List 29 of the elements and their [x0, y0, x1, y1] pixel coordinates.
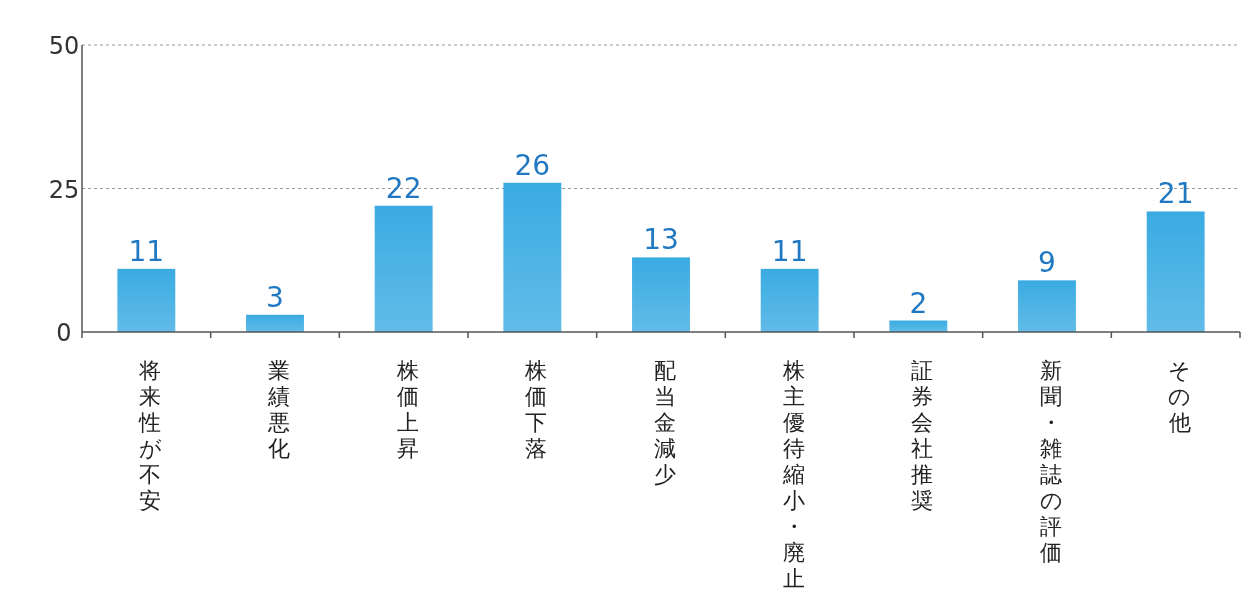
data-label: 2	[909, 286, 928, 320]
data-label: 9	[1038, 246, 1056, 280]
category-label: 株主優待縮小・廃止	[782, 358, 805, 591]
bar	[374, 205, 433, 332]
x-tick-label: 業績悪化	[267, 358, 290, 461]
bar	[632, 257, 690, 332]
x-tick-label: 新聞・雑誌の評価	[1039, 358, 1063, 565]
data-label: 11	[771, 234, 808, 268]
data-label: 11	[128, 234, 165, 268]
bar	[1146, 211, 1205, 332]
bar	[1018, 280, 1076, 332]
y-tick-label: 25	[48, 175, 80, 204]
x-tick-label: 配当金減少	[654, 358, 676, 487]
bar	[117, 268, 176, 332]
data-label: 13	[643, 223, 679, 257]
x-tick-label: 証券会社推奨	[911, 358, 934, 513]
x-tick-label: その他	[1168, 358, 1192, 435]
y-tick-label: 50	[48, 32, 80, 60]
bar	[760, 268, 819, 332]
x-tick-label: 将来性が不安	[138, 358, 162, 513]
data-label: 26	[514, 148, 551, 182]
data-label: 21	[1157, 177, 1194, 211]
x-tick-label: 株価下落	[524, 358, 548, 461]
bar	[246, 314, 304, 332]
bar	[503, 182, 562, 332]
data-label: 22	[385, 171, 422, 205]
data-label: 3	[266, 280, 284, 314]
x-tick-label: 株価上昇	[395, 358, 419, 461]
y-tick-label: 0	[56, 319, 72, 347]
